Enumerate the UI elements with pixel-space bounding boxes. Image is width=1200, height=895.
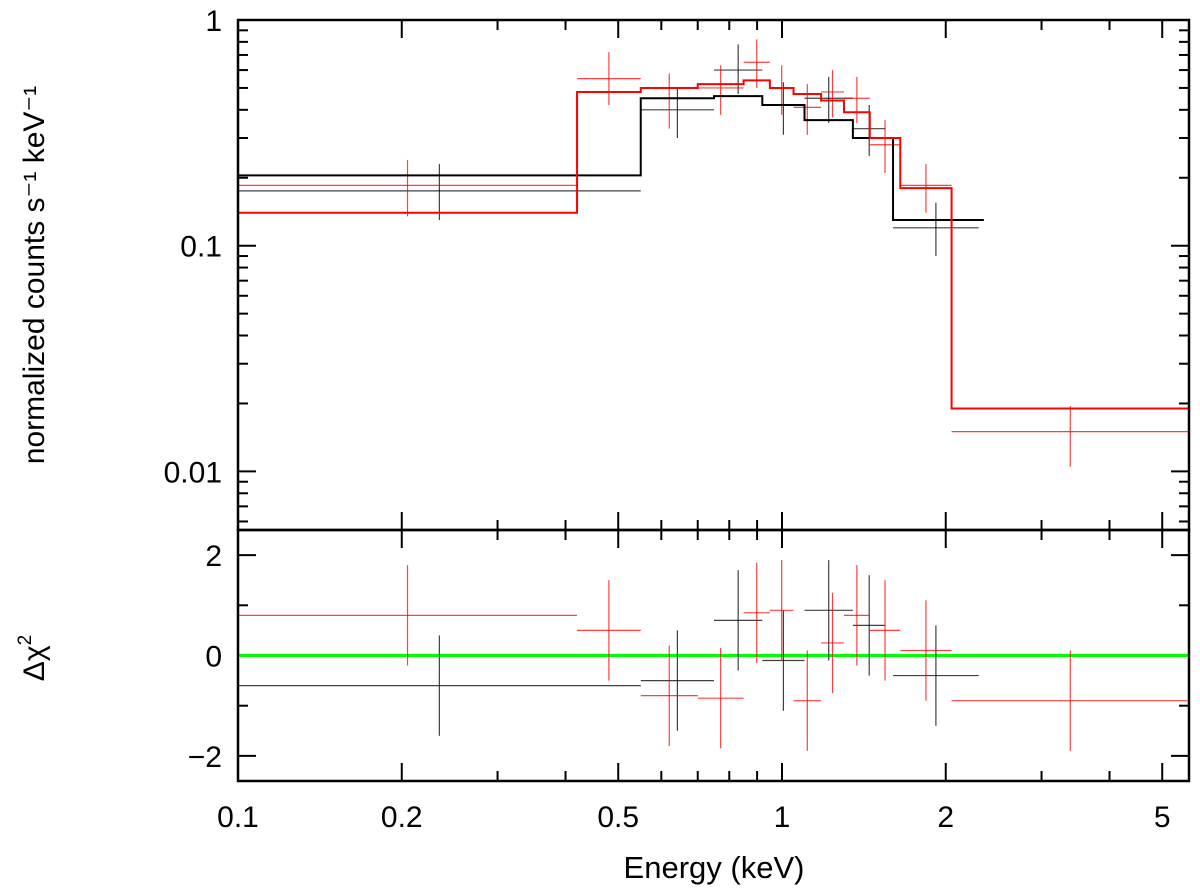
bottom-panel: 2 0 −2 xyxy=(188,528,1191,783)
x-tick-label: 0.2 xyxy=(381,801,423,834)
y-tick-label: 0.01 xyxy=(164,456,222,489)
series-black-residuals xyxy=(238,560,979,736)
bottom-panel-frame xyxy=(236,528,1191,783)
x-tick-label: 5 xyxy=(1154,801,1171,834)
top-panel: 1 0.1 0.01 xyxy=(164,5,1191,532)
series-red-residuals xyxy=(238,560,1189,751)
x-tick-label: 2 xyxy=(937,801,954,834)
x-tick-label: 0.5 xyxy=(597,801,639,834)
model-step-black xyxy=(238,95,984,221)
series-red-data xyxy=(238,39,1189,467)
bottom-y-axis-label-superscript: 2 xyxy=(15,635,36,646)
x-tick-labels: 0.1 0.2 0.5 1 2 5 xyxy=(217,801,1170,834)
x-tick-label: 1 xyxy=(774,801,791,834)
bottom-y-axis-label-group: Δχ2 xyxy=(15,635,51,681)
bottom-y-axis-label-main: Δχ xyxy=(18,645,51,681)
model-step-red xyxy=(238,79,1189,410)
y-tick-label: −2 xyxy=(188,741,222,774)
x-axis-label: Energy (keV) xyxy=(624,850,805,885)
y-tick-label: 1 xyxy=(205,5,222,38)
y-tick-label: 0.1 xyxy=(180,231,222,264)
y-tick-label: 2 xyxy=(205,540,222,573)
y-tick-label: 0 xyxy=(205,641,222,674)
bottom-y-axis-label: Δχ2 xyxy=(15,635,51,681)
top-y-axis-label: normalized counts s⁻¹ keV⁻¹ xyxy=(18,86,51,464)
x-tick-label: 0.1 xyxy=(217,801,259,834)
